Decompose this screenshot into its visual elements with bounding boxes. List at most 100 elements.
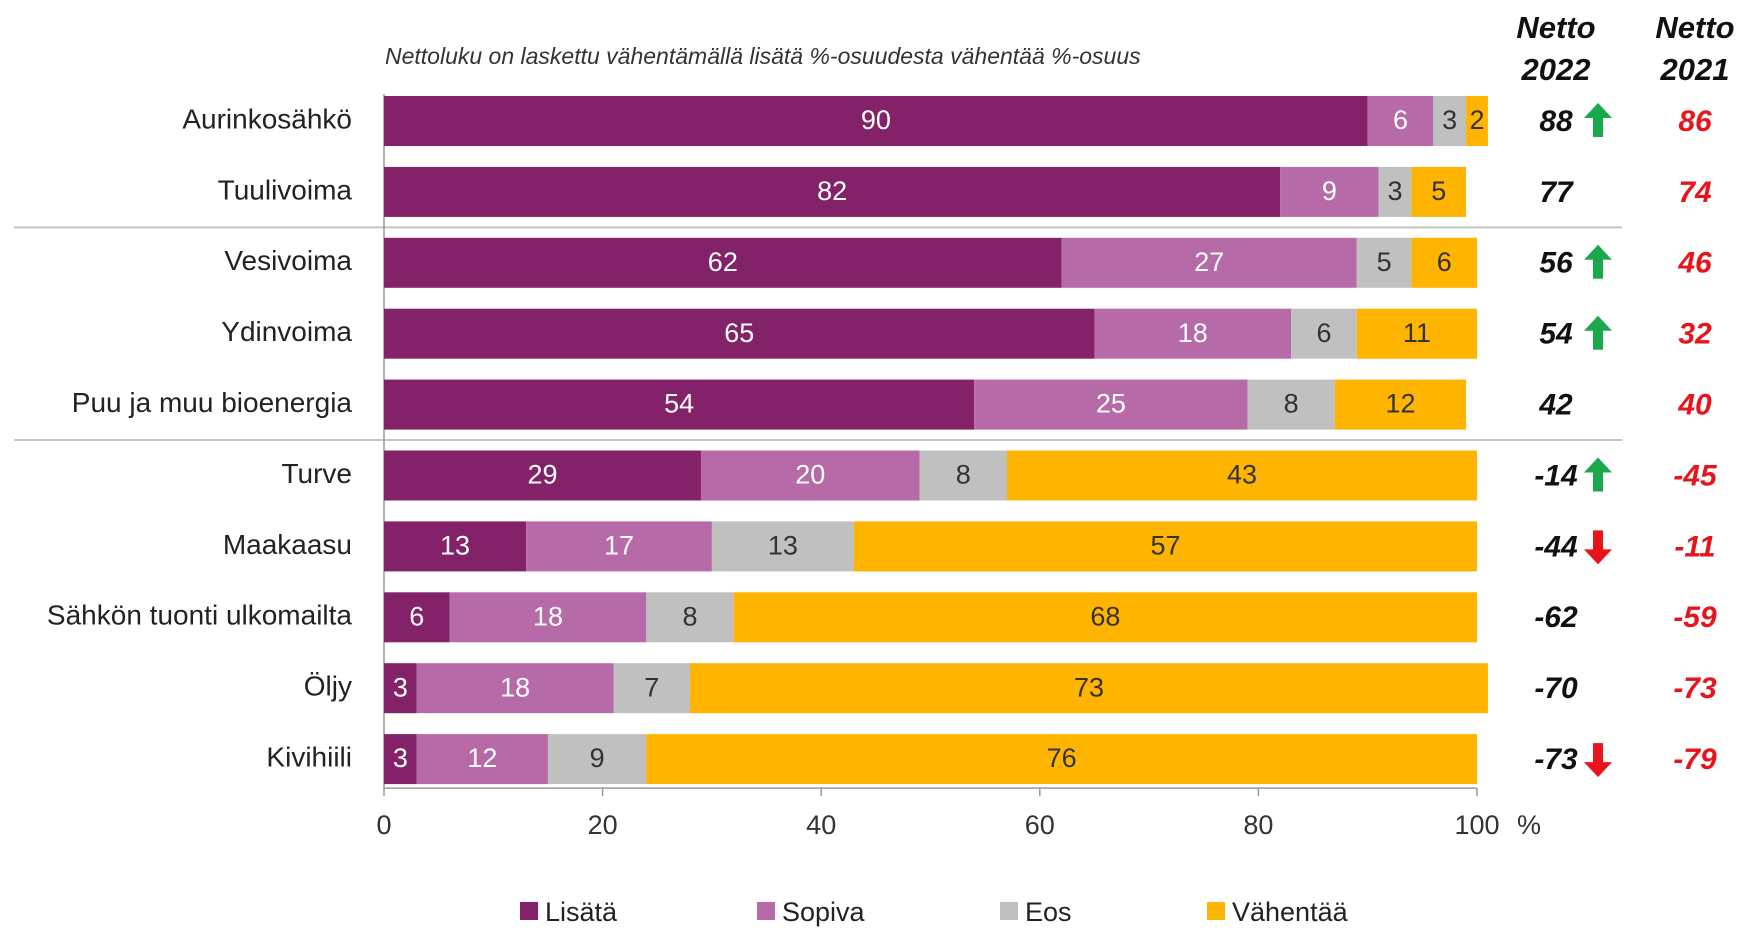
chart-subtitle: Nettoluku on laskettu vähentämällä lisät… <box>385 43 1141 69</box>
netto-header-2021-line2: 2021 <box>1660 52 1730 87</box>
bar-eos-kivihiili <box>547 734 647 785</box>
bar-eos-turve <box>919 450 1008 501</box>
data-label-eos-kivihiili: 9 <box>590 743 605 773</box>
netto-2021-value-turve: -45 <box>1673 459 1718 492</box>
data-label-lisata-aurinkosahko: 90 <box>861 105 891 135</box>
data-label-eos-tuulivoima: 3 <box>1388 176 1403 206</box>
bar-vahentaa-puu-ja-muu-bioenergia <box>1334 379 1467 430</box>
arrow-up-icon <box>1584 103 1612 137</box>
netto-2021-value-kivihiili: -79 <box>1673 743 1717 776</box>
data-label-sopiva-ydinvoima: 18 <box>1178 318 1208 348</box>
x-tick-label-40: 40 <box>806 810 836 840</box>
data-label-eos-vesivoima: 5 <box>1377 247 1392 277</box>
data-label-vahentaa-oljy: 73 <box>1074 672 1104 702</box>
arrow-down-icon <box>1584 743 1612 778</box>
x-tick-label-0: 0 <box>376 810 391 840</box>
arrow-up-icon <box>1584 457 1612 492</box>
data-label-sopiva-vesivoima: 27 <box>1194 247 1224 277</box>
netto-2021-value-sahkon-tuonti-ulkomailta: -59 <box>1673 601 1717 634</box>
netto-2021-value-maakaasu: -11 <box>1674 530 1715 563</box>
legend-swatch-sopiva <box>757 902 775 920</box>
data-label-sopiva-kivihiili: 12 <box>467 743 497 773</box>
netto-2022-value-oljy: -70 <box>1534 672 1578 705</box>
legend-label-sopiva: Sopiva <box>782 897 866 927</box>
legend-label-lisata: Lisätä <box>545 897 618 927</box>
bar-sopiva-tuulivoima <box>1280 166 1379 217</box>
data-label-vahentaa-turve: 43 <box>1227 460 1257 490</box>
bar-lisata-puu-ja-muu-bioenergia <box>384 379 975 430</box>
category-label-aurinkosahko: Aurinkosähkö <box>182 103 352 134</box>
bar-lisata-aurinkosahko <box>384 96 1368 146</box>
legend-label-eos: Eos <box>1025 897 1072 927</box>
x-tick-label-80: 80 <box>1243 810 1273 840</box>
category-label-turve: Turve <box>281 458 352 489</box>
data-label-lisata-ydinvoima: 65 <box>724 318 754 348</box>
netto-2021-value-puu-ja-muu-bioenergia: 40 <box>1677 389 1712 422</box>
bar-vahentaa-oljy <box>690 663 1488 714</box>
category-label-sahkon-tuonti-ulkomailta: Sähkön tuonti ulkomailta <box>47 600 353 631</box>
data-label-lisata-tuulivoima: 82 <box>817 176 847 206</box>
netto-header-2021-line1: Netto <box>1655 10 1734 45</box>
data-label-vahentaa-kivihiili: 76 <box>1047 743 1077 773</box>
category-labels: Aurinkosähkö Tuulivoima Vesivoima Ydinvoima… <box>47 103 353 772</box>
data-label-vahentaa-aurinkosahko: 2 <box>1469 105 1484 135</box>
data-label-vahentaa-vesivoima: 6 <box>1437 247 1452 277</box>
data-label-lisata-maakaasu: 13 <box>440 531 470 561</box>
bar-eos-oljy <box>613 663 691 714</box>
data-label-sopiva-aurinkosahko: 6 <box>1393 105 1408 135</box>
bar-vahentaa-aurinkosahko <box>1466 96 1488 146</box>
arrow-up-icon <box>1584 244 1612 279</box>
netto-2021-value-vesivoima: 46 <box>1677 247 1712 280</box>
netto-2022-value-tuulivoima: 77 <box>1539 176 1574 209</box>
netto-2022-value-ydinvoima: 54 <box>1539 318 1573 351</box>
x-axis-unit: % <box>1517 810 1541 840</box>
bar-vahentaa-turve <box>1007 450 1477 501</box>
bar-sopiva-vesivoima <box>1061 237 1357 288</box>
data-label-eos-maakaasu: 13 <box>768 531 798 561</box>
data-label-sopiva-turve: 20 <box>795 460 825 490</box>
data-label-sopiva-puu-ja-muu-bioenergia: 25 <box>1096 389 1126 419</box>
data-label-lisata-turve: 29 <box>527 460 557 490</box>
bar-sopiva-ydinvoima <box>1094 308 1292 359</box>
bar-eos-vesivoima <box>1356 237 1412 288</box>
netto-2021-value-ydinvoima: 32 <box>1678 318 1712 351</box>
netto-2022-value-maakaasu: -44 <box>1534 530 1578 563</box>
category-label-oljy: Öljy <box>304 671 352 702</box>
data-label-vahentaa-sahkon-tuonti-ulkomailta: 68 <box>1090 601 1120 631</box>
netto-headers: Netto 2022 Netto 2021 <box>1516 10 1734 87</box>
category-label-ydinvoima: Ydinvoima <box>221 316 352 347</box>
bar-vahentaa-maakaasu <box>853 521 1477 572</box>
data-label-eos-ydinvoima: 6 <box>1316 318 1331 348</box>
netto-header-2022-line1: Netto <box>1516 10 1595 45</box>
data-label-vahentaa-ydinvoima: 11 <box>1403 318 1431 348</box>
netto-2022-value-puu-ja-muu-bioenergia: 42 <box>1538 389 1573 422</box>
data-label-vahentaa-puu-ja-muu-bioenergia: 12 <box>1385 389 1415 419</box>
data-label-eos-oljy: 7 <box>644 672 659 702</box>
data-label-lisata-kivihiili: 3 <box>393 743 408 773</box>
data-label-lisata-vesivoima: 62 <box>708 247 738 277</box>
bar-vahentaa-kivihiili <box>646 734 1477 785</box>
group-separators <box>14 226 1622 442</box>
netto-2021-value-aurinkosahko: 86 <box>1678 105 1712 138</box>
netto-2022-value-sahkon-tuonti-ulkomailta: -62 <box>1534 601 1578 634</box>
bar-eos-aurinkosahko <box>1433 96 1467 146</box>
bar-sopiva-turve <box>700 450 920 501</box>
bar-sopiva-aurinkosahko <box>1367 96 1434 146</box>
bar-eos-ydinvoima <box>1291 308 1357 359</box>
bar-sopiva-maakaasu <box>526 521 712 572</box>
x-axis: 0 20 40 60 80 100% <box>376 94 1541 840</box>
data-label-eos-turve: 8 <box>956 460 971 490</box>
bar-lisata-sahkon-tuonti-ulkomailta <box>384 592 450 643</box>
data-label-eos-aurinkosahko: 3 <box>1442 105 1457 135</box>
bar-sopiva-oljy <box>416 663 614 714</box>
netto-values: 88 86 77 74 56 46 54 32 42 40 -14 -45 -44 -11 -62 -59 -7… <box>1534 103 1718 778</box>
x-tick-label-20: 20 <box>588 810 618 840</box>
bar-eos-sahkon-tuonti-ulkomailta <box>646 592 734 643</box>
category-label-puu-ja-muu-bioenergia: Puu ja muu bioenergia <box>72 387 353 418</box>
bar-vahentaa-tuulivoima <box>1411 166 1467 217</box>
category-label-maakaasu: Maakaasu <box>223 529 352 560</box>
netto-2022-value-turve: -14 <box>1534 459 1578 492</box>
bar-lisata-ydinvoima <box>384 308 1095 359</box>
